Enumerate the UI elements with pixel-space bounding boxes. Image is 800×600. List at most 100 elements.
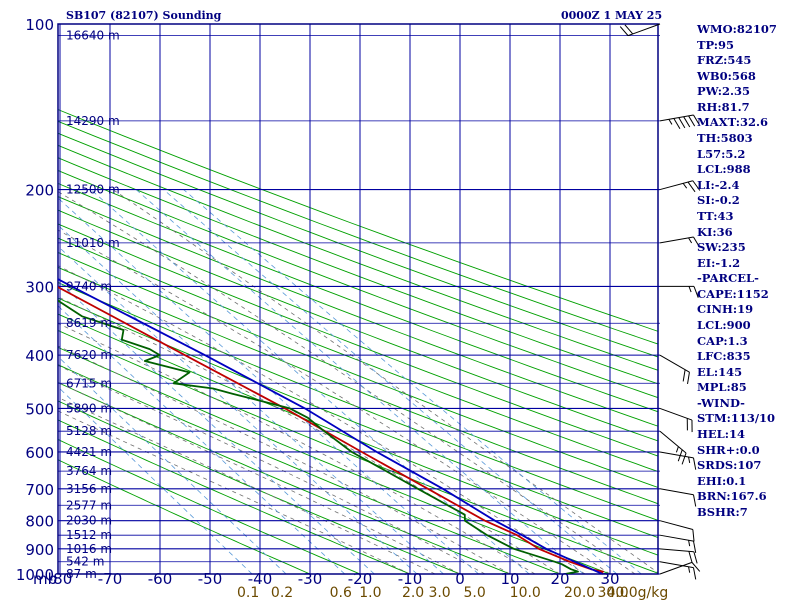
barb-feather [693,286,699,298]
wind-barb [659,534,697,553]
pressure-tick-label: 400 [25,347,54,365]
moist-adiabat [58,322,536,574]
mixing-ratio-label: 5.0 [463,585,485,600]
barb-feather [624,24,634,35]
barb-staff [659,180,693,191]
moist-adiabat [58,191,636,574]
barb-staff [659,534,694,542]
wind-barb [659,407,693,433]
barb-feather [692,494,697,507]
height-label: 5890 m [66,401,112,415]
station-title: SB107 (82107) Sounding [66,9,222,22]
stability-index-list: WMO:82107 TP:95 FRZ:545 WB0:568 PW:2.35 RH:81… [697,22,777,521]
height-label: 1512 m [66,528,112,542]
index-item: EI:-1.2 [697,255,741,270]
barb-feather [692,457,697,470]
barb-feather [692,540,697,553]
pressure-tick-label: 900 [25,541,54,559]
barb-staff [659,407,693,421]
index-item: STM:113/10 [697,411,776,426]
mixing-ratio-label: 0.2 [271,585,293,600]
wind-barb [659,430,687,465]
mixing-ratio-label: 30.0 [597,585,628,600]
barb-staff [659,561,694,569]
wind-barb [659,451,697,470]
dry-adiabat [58,237,658,473]
dry-adiabat [58,382,512,574]
barb-staff [659,451,694,459]
wind-barb [659,520,695,542]
moist-adiabat [58,410,411,574]
dry-adiabat [58,364,562,574]
wind-barb [659,561,701,575]
temperature-tick-label: -20 [348,570,373,588]
mixing-ratio-label: 0.1 [237,585,259,600]
barb-feather [678,117,686,129]
temperature-tick-label: 20 [550,570,569,588]
barb-feather [682,369,686,382]
index-item: WB0:568 [697,68,756,83]
mixing-ratio-label: 20.0 [564,585,595,600]
index-item: CINH:19 [697,302,754,317]
index-item: LCL:900 [697,317,751,332]
barb-staff [659,561,693,575]
dry-adiabat [58,109,658,332]
height-label: 11010 m [66,236,120,250]
dry-adiabat [58,459,312,574]
parcel-line [58,278,603,574]
index-item: SRDS:107 [697,458,762,473]
index-item: BSHR:7 [697,504,748,519]
moist-adiabat [112,189,658,574]
barb-feather [693,236,701,248]
index-item: HEL:14 [697,427,745,442]
barb-half-feather [675,446,679,453]
index-item: TT:43 [697,208,734,223]
index-item: LFC:835 [697,349,751,364]
index-item: CAP:1.3 [697,333,748,348]
barb-half-feather [682,183,688,189]
dry-adiabat [58,346,612,574]
dry-adiabat [58,182,658,413]
temperature-tick-label: -70 [98,570,123,588]
pressure-tick-label: 1000 [16,566,54,584]
barb-feather [681,452,687,465]
pressure-tick-label: 600 [25,444,54,462]
index-item: SHR+:0.0 [697,442,760,457]
barb-staff [659,488,694,496]
barb-feather [692,529,695,542]
index-item: TP:95 [697,37,735,52]
temperature-tick-label: 0 [455,570,465,588]
height-label: 3764 m [66,464,112,478]
dry-adiabat [58,266,658,505]
barb-feather [673,118,681,129]
temperature-line [58,286,604,574]
profiles [58,278,604,574]
barb-feather [619,26,629,36]
pressure-tick-label: 700 [25,481,54,499]
height-label: 1016 m [66,542,112,556]
wind-barb [659,548,698,564]
height-label: 2030 m [66,514,112,528]
valid-time: 0000Z 1 MAY 25 [561,9,663,22]
height-label: 16640 m [66,29,120,43]
wind-barb [659,236,701,248]
height-label: 7620 m [66,348,112,362]
pressure-tick-label: 200 [25,182,54,200]
barb-staff [659,114,694,122]
height-label: 542 m [66,555,104,569]
temperature-tick-label: -50 [198,570,223,588]
index-item: SW:235 [697,240,746,255]
mixing-ratio-label: 3.0 [428,585,450,600]
barb-feather [687,372,690,385]
height-label: 3156 m [66,482,112,496]
barb-staff [659,354,690,373]
mixing-ratio-line [58,245,418,574]
moist-adiabat [58,296,561,574]
barb-half-feather [668,119,673,125]
barb-staff [659,430,687,454]
barb-feather [693,551,698,564]
moist-adiabat [58,381,461,574]
index-item: EL:145 [697,364,743,379]
dry-adiabat [58,252,658,488]
